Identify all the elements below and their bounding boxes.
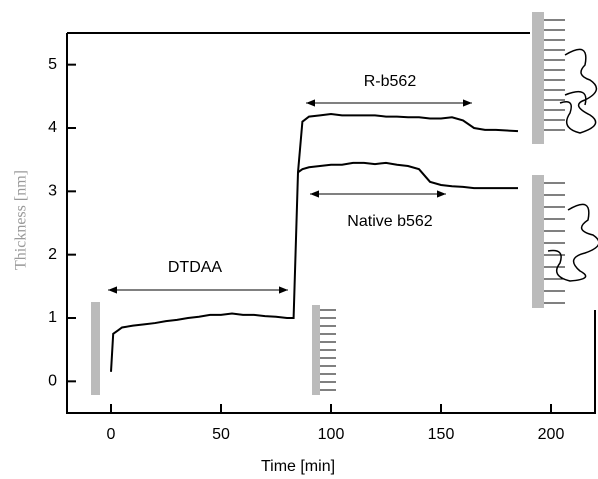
x-tick-label: 0 [107,426,116,443]
y-tick-label: 0 [48,373,57,390]
y-tick-label: 1 [48,309,57,326]
y-tick-label: 3 [48,183,57,200]
x-tick-label: 150 [428,426,455,443]
y-tick-label: 2 [48,246,57,263]
y-tick-label: 4 [48,119,57,136]
x-axis-label: Time [min] [261,458,335,475]
x-tick-label: 100 [318,426,345,443]
x-tick-label: 50 [212,426,230,443]
series-label: Native b562 [347,213,432,230]
series-label: R-b562 [364,73,417,90]
annotation: DTDAA [168,259,223,276]
data-line [110,113,519,372]
data-line [297,161,518,190]
x-tick-label: 200 [538,426,565,443]
y-tick-label: 5 [48,56,57,73]
y-axis-label: Thickness [nm] [13,170,30,270]
axes [66,32,596,414]
illustrations [91,12,598,395]
